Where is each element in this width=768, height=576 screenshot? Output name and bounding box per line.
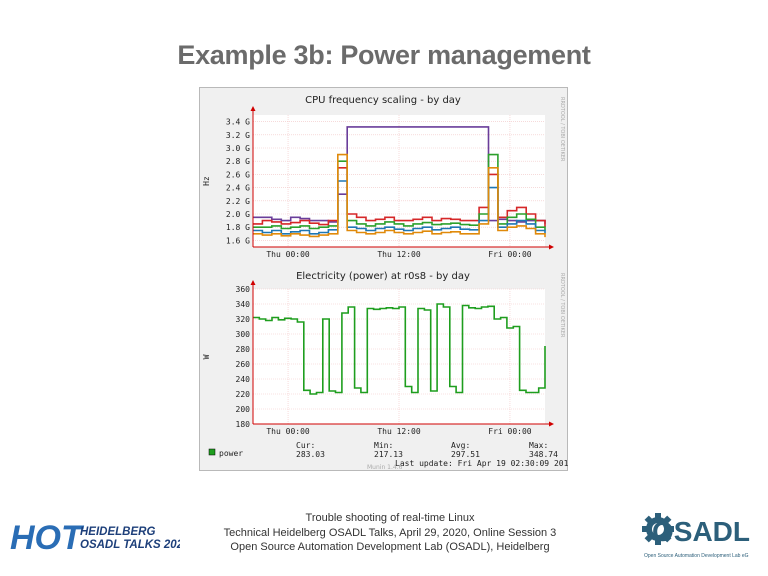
cpu-xtick-label: Thu 12:00 xyxy=(377,250,421,259)
pwr-ytick-label: 320 xyxy=(236,315,251,324)
cpu-ytick-label: 1.8 G xyxy=(226,223,250,232)
pwr-ytick-label: 200 xyxy=(236,405,251,414)
munin-watermark: Munin 1.4.6 xyxy=(367,464,403,471)
cpu-xtick-label: Fri 00:00 xyxy=(488,250,532,259)
rrdtool-credit: RRDTOOL / TOBI OETIKER xyxy=(559,97,565,162)
hot-logo-line2: OSADL TALKS 2020 xyxy=(80,539,180,551)
hot-logo-big: HOT xyxy=(10,519,85,556)
cpu-ytick-label: 3.2 G xyxy=(226,131,250,140)
footer-line-1: Trouble shooting of real-time Linux xyxy=(305,512,475,524)
cpu-x-axis-arrow xyxy=(549,244,554,250)
cpu-xtick-label: Thu 00:00 xyxy=(266,250,310,259)
pwr-ytick-label: 340 xyxy=(236,300,251,309)
pwr-y-axis-arrow xyxy=(250,280,256,285)
cpu-ytick-label: 3.0 G xyxy=(226,144,250,153)
pwr-xtick-label: Thu 12:00 xyxy=(377,427,421,436)
pwr-ytick-label: 260 xyxy=(236,360,251,369)
cpu-chart-title: CPU frequency scaling - by day xyxy=(305,95,461,106)
osadl-logo: OSADL Open Source Automation Development… xyxy=(642,513,750,559)
cpu-ytick-label: 2.0 G xyxy=(226,210,250,219)
footer-line-3: Open Source Automation Development Lab (… xyxy=(230,541,550,553)
cpu-ytick-label: 1.6 G xyxy=(226,236,250,245)
cpu-ytick-label: 2.2 G xyxy=(226,197,250,206)
pwr-ytick-label: 240 xyxy=(236,375,251,384)
cpu-series-line-4 xyxy=(253,153,546,238)
slide-footer: Trouble shooting of real-time Linux Tech… xyxy=(180,511,600,555)
cpu-ytick-label: 2.4 G xyxy=(226,184,250,193)
stat-avg-value: 297.51 xyxy=(451,450,480,459)
power-legend-swatch xyxy=(208,448,216,456)
stat-max-value: 348.74 xyxy=(529,450,558,459)
cpu-y-axis-arrow xyxy=(250,106,256,111)
cpu-frequency-chart: CPU frequency scaling - by day Hz RRDTOO… xyxy=(202,95,565,259)
hot-heidelberg-logo: HOT HEIDELBERG OSADL TALKS 2020 xyxy=(10,519,180,556)
hot-logo-line1: HEIDELBERG xyxy=(80,526,155,538)
power-ylabel: W xyxy=(202,354,211,359)
slide-title: Example 3b: Power management xyxy=(177,40,591,70)
power-chart: Electricity (power) at r0s8 - by day W R… xyxy=(202,271,568,471)
cpu-ytick-label: 2.8 G xyxy=(226,157,250,166)
stat-avg-label: Avg: xyxy=(451,441,470,450)
pwr-ytick-label: 280 xyxy=(236,345,251,354)
pwr-ytick-label: 300 xyxy=(236,330,251,339)
stat-cur-label: Cur: xyxy=(296,441,315,450)
cpu-ytick-label: 2.6 G xyxy=(226,170,250,179)
pwr-ytick-label: 180 xyxy=(236,420,251,429)
power-chart-title: Electricity (power) at r0s8 - by day xyxy=(296,271,470,282)
pwr-ytick-label: 360 xyxy=(236,285,251,294)
last-update: Last update: Fri Apr 19 02:30:09 2013 xyxy=(395,459,568,468)
stat-cur-value: 283.03 xyxy=(296,450,325,459)
pwr-ytick-label: 220 xyxy=(236,390,251,399)
stat-min-label: Min: xyxy=(374,441,393,450)
pwr-x-axis-arrow xyxy=(549,421,554,427)
stat-min-value: 217.13 xyxy=(374,450,403,459)
cpu-ylabel: Hz xyxy=(202,176,211,186)
footer-line-2: Technical Heidelberg OSADL Talks, April … xyxy=(223,526,557,539)
power-legend-label: power xyxy=(219,449,243,458)
osadl-logo-name: OSADL xyxy=(652,516,750,547)
rrdtool-credit-2: RRDTOOL / TOBI OETIKER xyxy=(559,273,565,338)
pwr-xtick-label: Fri 00:00 xyxy=(488,427,532,436)
pwr-series-line-0 xyxy=(253,303,546,395)
cpu-ytick-label: 3.4 G xyxy=(226,118,250,127)
pwr-xtick-label: Thu 00:00 xyxy=(266,427,310,436)
osadl-logo-tagline: Open Source Automation Development Lab e… xyxy=(644,553,749,559)
stat-max-label: Max: xyxy=(529,441,548,450)
